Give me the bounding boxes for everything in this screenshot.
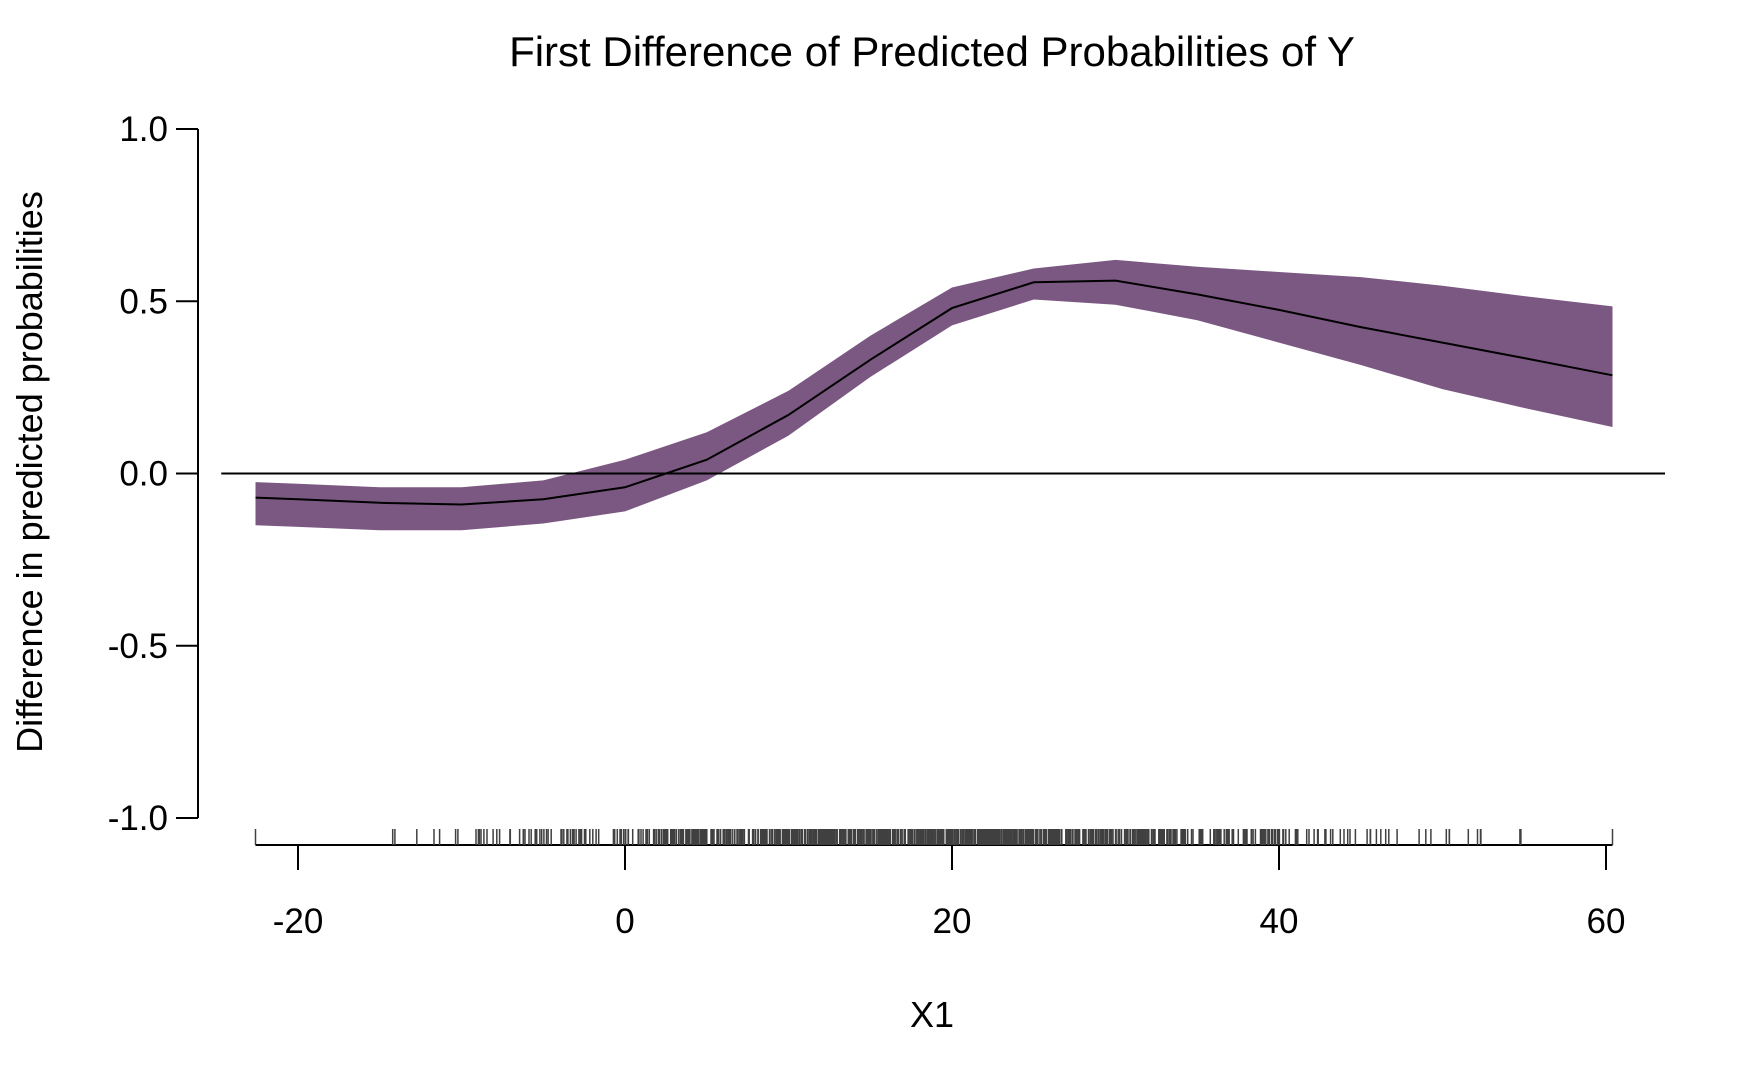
mean-difference-line: [255, 279, 1613, 506]
y-tick-label: -0.5: [108, 627, 168, 666]
y-axis-label: Difference in predicted probabilities: [9, 191, 50, 753]
confidence-band: [255, 259, 1613, 531]
y-axis: -1.0 -0.5 0.0 0.5 1.0: [108, 110, 199, 838]
plot-area: [221, 259, 1665, 531]
x-tick-label: -20: [273, 902, 324, 941]
x-tick-label: 20: [933, 902, 972, 941]
x-tick-label: 0: [615, 902, 634, 941]
chart-title: First Difference of Predicted Probabilit…: [509, 28, 1355, 75]
x-tick-label: 40: [1260, 902, 1299, 941]
y-tick-label: 0.0: [119, 455, 168, 494]
x-axis: -20 0 20 40 60: [255, 844, 1626, 941]
x-axis-label: X1: [910, 994, 954, 1035]
y-tick-label: 1.0: [119, 110, 168, 149]
y-tick-label: -1.0: [108, 799, 168, 838]
y-tick-label: 0.5: [119, 282, 168, 321]
x-tick-label: 60: [1587, 902, 1626, 941]
rug-plot: [254, 829, 1614, 845]
